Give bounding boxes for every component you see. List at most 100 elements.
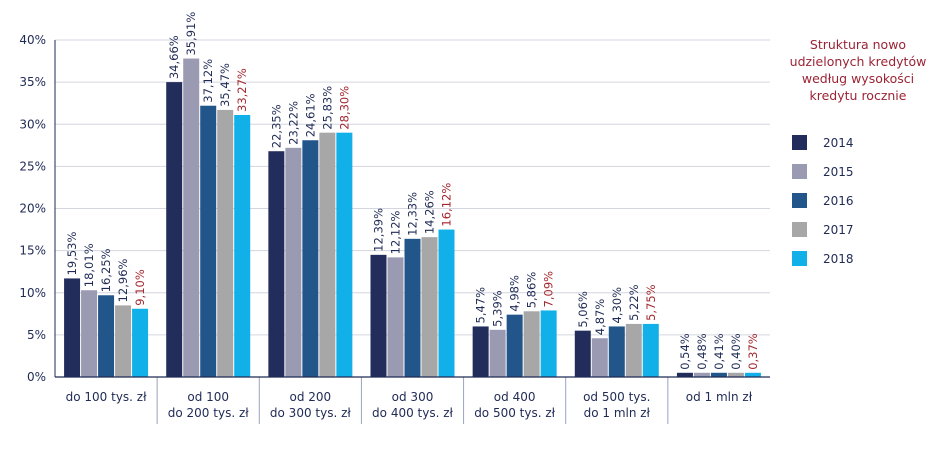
y-tick-label: 20% bbox=[19, 202, 46, 216]
data-label: 25,83% bbox=[320, 86, 334, 130]
data-label: 23,22% bbox=[286, 101, 300, 145]
x-tick-label: do 1 mln zł bbox=[584, 406, 651, 420]
x-tick-label: od 200 bbox=[290, 390, 332, 404]
bar-2014 bbox=[166, 82, 183, 377]
data-label: 5,39% bbox=[491, 290, 505, 327]
legend-label-2018: 2018 bbox=[823, 251, 854, 266]
bar-2018 bbox=[744, 372, 761, 377]
bar-2014 bbox=[676, 372, 693, 377]
legend-label-2017: 2017 bbox=[823, 222, 854, 237]
x-tick-label: do 100 tys. zł bbox=[66, 390, 147, 404]
x-tick-label: od 400 bbox=[494, 390, 536, 404]
data-label: 0,40% bbox=[729, 333, 743, 370]
legend-item-2017: 2017 bbox=[792, 220, 854, 239]
y-tick-label: 0% bbox=[27, 370, 46, 384]
data-label: 35,91% bbox=[184, 12, 198, 56]
bar-2018 bbox=[132, 308, 149, 377]
legend-title: Struktura nowo udzielonych kredytów wedł… bbox=[789, 37, 927, 103]
bar-2018 bbox=[438, 229, 455, 377]
y-tick-label: 40% bbox=[19, 33, 46, 47]
data-label: 7,09% bbox=[542, 271, 556, 308]
data-label: 0,54% bbox=[678, 333, 692, 370]
x-tick-label: do 300 tys. zł bbox=[270, 406, 351, 420]
bar-2015 bbox=[285, 147, 302, 377]
bar-2015 bbox=[387, 257, 404, 377]
bar-2018 bbox=[642, 323, 659, 377]
bar-2016 bbox=[608, 326, 625, 377]
legend-swatch-2017 bbox=[792, 222, 807, 237]
x-tick-label: do 400 tys. zł bbox=[372, 406, 453, 420]
y-tick-label: 15% bbox=[19, 244, 46, 258]
x-tick-label: od 1 mln zł bbox=[686, 390, 753, 404]
y-tick-label: 25% bbox=[19, 159, 46, 173]
legend-swatch-2015 bbox=[792, 164, 807, 179]
x-tick-label: od 100 bbox=[187, 390, 229, 404]
data-label: 37,12% bbox=[201, 59, 215, 103]
x-tick-label: od 300 bbox=[392, 390, 434, 404]
legend-label-2015: 2015 bbox=[823, 164, 854, 179]
legend-item-2016: 2016 bbox=[792, 191, 854, 210]
legend-swatch-2016 bbox=[792, 193, 807, 208]
bar-2015 bbox=[693, 372, 710, 377]
data-label: 12,12% bbox=[389, 210, 403, 254]
legend-item-2014: 2014 bbox=[792, 133, 854, 152]
legend-swatch-2018 bbox=[792, 251, 807, 266]
data-label: 18,01% bbox=[82, 243, 96, 287]
bar-2018 bbox=[336, 132, 353, 377]
bar-2015 bbox=[183, 58, 200, 377]
data-label: 19,53% bbox=[65, 232, 79, 276]
bar-2014 bbox=[370, 254, 387, 377]
data-label: 24,61% bbox=[303, 93, 317, 137]
legend-item-2018: 2018 bbox=[792, 249, 854, 268]
data-label: 22,35% bbox=[269, 104, 283, 148]
bar-2016 bbox=[506, 314, 523, 377]
x-tick-label: do 500 tys. zł bbox=[474, 406, 555, 420]
bar-2017 bbox=[625, 323, 642, 377]
data-label: 4,87% bbox=[593, 299, 607, 336]
bar-2016 bbox=[98, 295, 115, 377]
x-tick-label: do 200 tys. zł bbox=[168, 406, 249, 420]
bar-2014 bbox=[64, 278, 81, 377]
data-label: 5,75% bbox=[644, 284, 658, 321]
legend: 2014 2015 2016 2017 2018 bbox=[792, 133, 854, 278]
data-label: 5,22% bbox=[627, 284, 641, 321]
bar-2017 bbox=[217, 109, 234, 378]
x-tick-label: od 500 tys. bbox=[583, 390, 650, 404]
y-tick-label: 30% bbox=[19, 117, 46, 131]
bar-2015 bbox=[81, 290, 98, 377]
data-label: 35,47% bbox=[218, 63, 232, 107]
bar-2018 bbox=[540, 310, 557, 377]
bar-2017 bbox=[319, 132, 336, 377]
data-label: 5,47% bbox=[474, 287, 488, 324]
y-tick-label: 5% bbox=[27, 328, 46, 342]
bar-2015 bbox=[591, 338, 608, 377]
data-label: 0,48% bbox=[695, 333, 709, 370]
bar-2014 bbox=[268, 151, 285, 377]
bar-2017 bbox=[421, 237, 438, 377]
bar-2017 bbox=[115, 305, 132, 377]
bar-2016 bbox=[404, 238, 421, 377]
legend-label-2014: 2014 bbox=[823, 135, 854, 150]
y-tick-label: 35% bbox=[19, 75, 46, 89]
data-label: 0,37% bbox=[746, 333, 760, 370]
legend-label-2016: 2016 bbox=[823, 193, 854, 208]
data-label: 4,98% bbox=[508, 275, 522, 312]
data-label: 4,30% bbox=[610, 287, 624, 324]
bar-2016 bbox=[302, 140, 319, 377]
bar-2018 bbox=[234, 114, 251, 378]
bar-2014 bbox=[472, 326, 489, 377]
data-label: 34,66% bbox=[167, 35, 181, 79]
data-label: 9,10% bbox=[133, 269, 147, 306]
data-label: 28,30% bbox=[337, 86, 351, 130]
data-label: 12,33% bbox=[406, 192, 420, 236]
data-label: 12,96% bbox=[116, 258, 130, 302]
data-label: 16,25% bbox=[99, 248, 113, 292]
y-tick-label: 10% bbox=[19, 286, 46, 300]
bar-2015 bbox=[489, 329, 506, 377]
data-label: 16,12% bbox=[440, 183, 454, 227]
bar-2014 bbox=[574, 330, 591, 377]
legend-item-2015: 2015 bbox=[792, 162, 854, 181]
legend-swatch-2014 bbox=[792, 135, 807, 150]
data-label: 5,06% bbox=[576, 291, 590, 328]
